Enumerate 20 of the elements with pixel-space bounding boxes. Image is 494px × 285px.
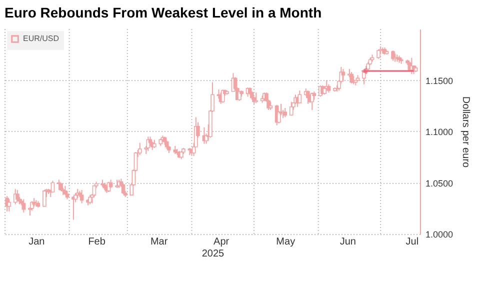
x-tick-label: May — [276, 236, 296, 248]
y-tick-label: 1.0000 — [426, 230, 454, 240]
legend-label: EUR/USD — [23, 34, 60, 43]
candlestick — [341, 68, 346, 82]
x-tick-label: Jul — [406, 236, 419, 248]
candlestick — [366, 61, 370, 72]
x-tick-label: Jan — [28, 236, 45, 248]
x-tick-label: Feb — [88, 236, 106, 248]
y-tick-label: 1.1000 — [426, 127, 454, 137]
x-tick-label: Jun — [340, 236, 356, 248]
y-axis-title: Dollars per euro — [460, 96, 472, 168]
y-tick-label: 1.1500 — [426, 76, 454, 86]
chart-title: Euro Rebounds From Weakest Level in a Month — [4, 4, 322, 20]
x-axis-title: 2025 — [202, 248, 225, 260]
candlestick — [298, 90, 302, 104]
x-tick-label: Apr — [214, 236, 230, 248]
candlestick — [376, 49, 380, 60]
y-tick-label: 1.0500 — [426, 178, 454, 188]
candlestick — [16, 189, 20, 202]
x-tick-label: Mar — [150, 236, 168, 248]
